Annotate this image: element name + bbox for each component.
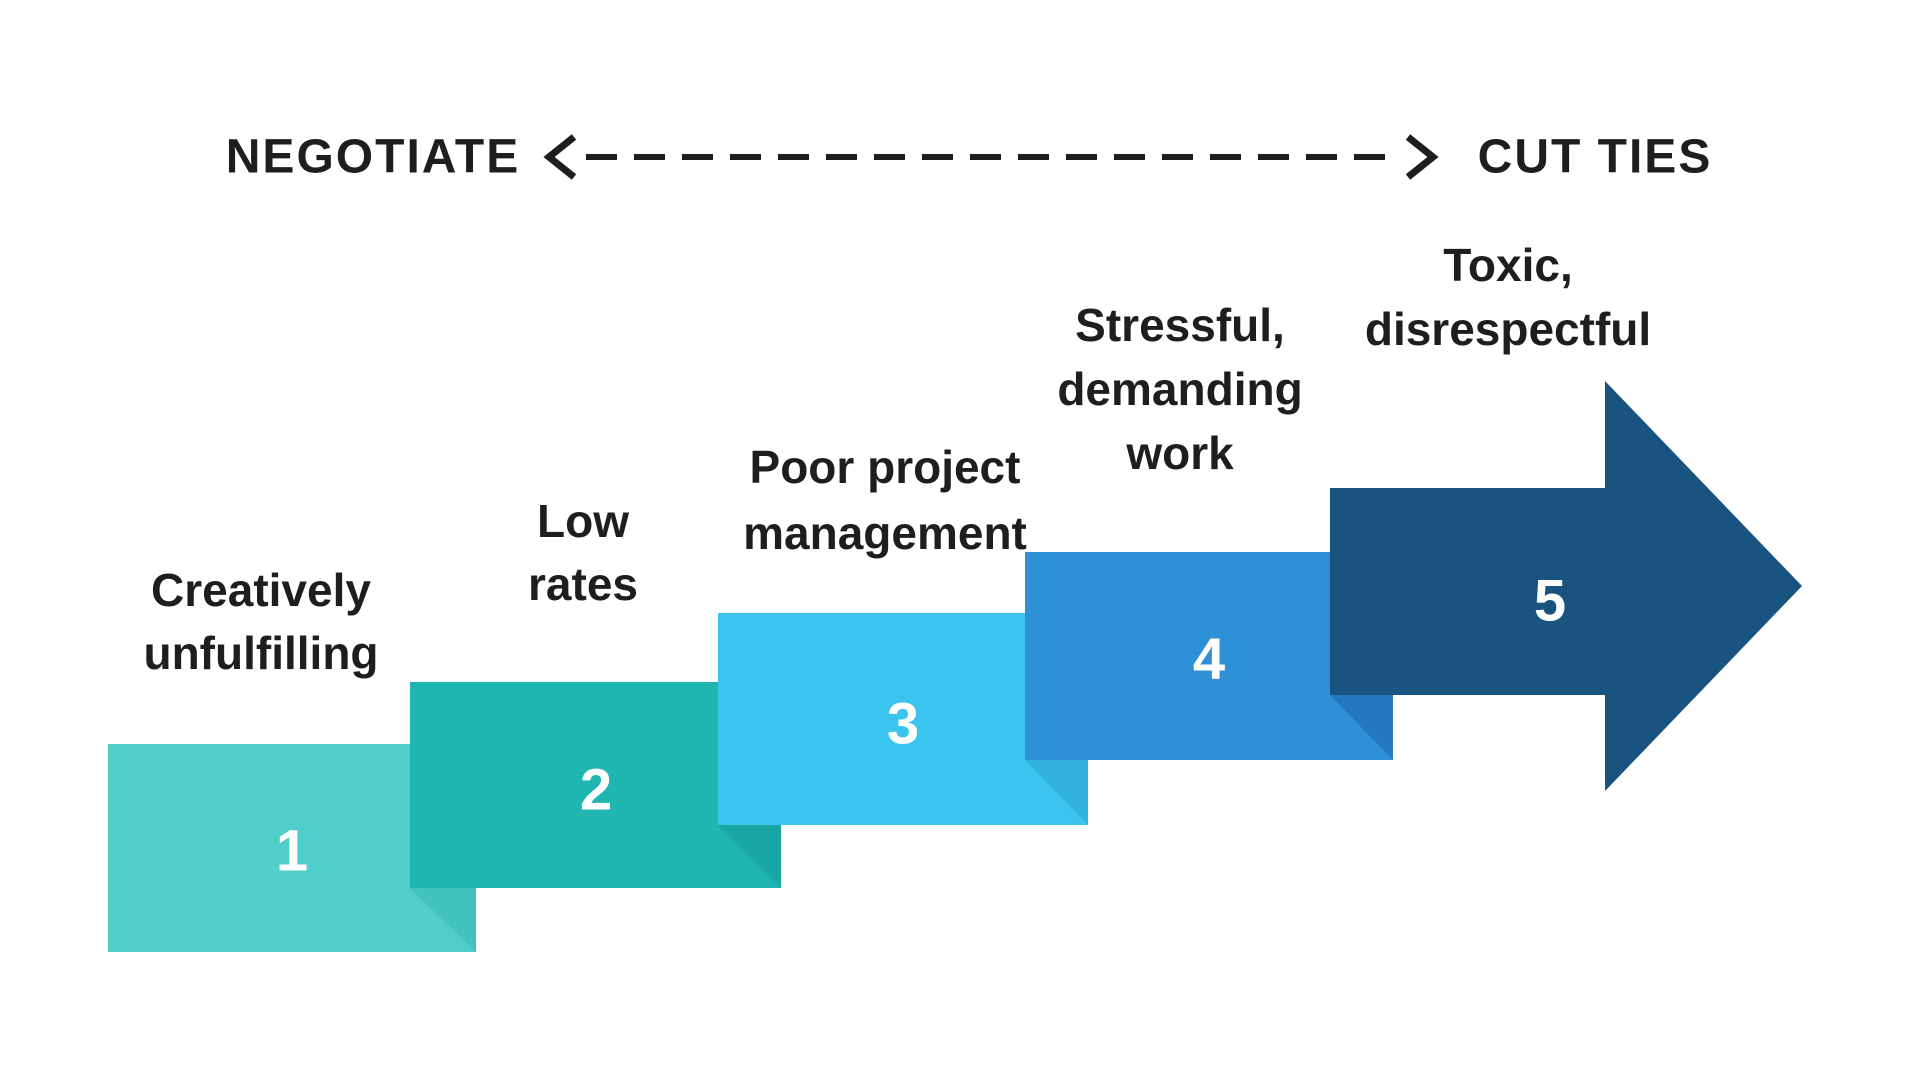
step-3-number: 3 <box>887 692 919 757</box>
step-4-number: 4 <box>1193 627 1225 692</box>
cut-ties-label: CUT TIES <box>1478 131 1713 184</box>
step-2-label-line-1: Low <box>537 495 629 547</box>
step-3-label-line-1: Poor project <box>750 441 1021 493</box>
step-4-label-line-1: Stressful, <box>1075 299 1285 351</box>
step-5-label-line-1: Toxic, <box>1443 239 1573 291</box>
left-chevron-icon <box>543 134 577 180</box>
step-1-number: 1 <box>276 819 308 884</box>
step-5: Toxic, disrespectful 5 <box>1330 239 1802 791</box>
right-chevron-icon <box>1405 134 1439 180</box>
step-2-label-line-2: rates <box>528 558 638 610</box>
step-2: Low rates 2 <box>410 495 781 888</box>
step-2-fold-shadow <box>718 825 781 888</box>
step-2-number: 2 <box>580 758 612 823</box>
step-4-label-line-3: work <box>1125 427 1234 479</box>
step-5-arrow-block <box>1330 381 1802 791</box>
step-1-label-line-1: Creatively <box>151 564 371 616</box>
step-1-label-line-2: unfulfilling <box>143 627 378 679</box>
header-scale: NEGOTIATE CUT TIES <box>226 131 1713 184</box>
step-5-label-line-2: disrespectful <box>1365 303 1651 355</box>
step-5-number: 5 <box>1534 569 1566 634</box>
step-3-fold-shadow <box>1025 760 1088 825</box>
step-4-fold-shadow <box>1330 695 1393 760</box>
step-4-label-line-2: demanding <box>1057 363 1302 415</box>
spectrum-arrow <box>543 134 1439 180</box>
step-1-fold-shadow <box>410 888 476 952</box>
negotiate-label: NEGOTIATE <box>226 131 520 184</box>
step-3-label-line-2: management <box>743 507 1027 559</box>
